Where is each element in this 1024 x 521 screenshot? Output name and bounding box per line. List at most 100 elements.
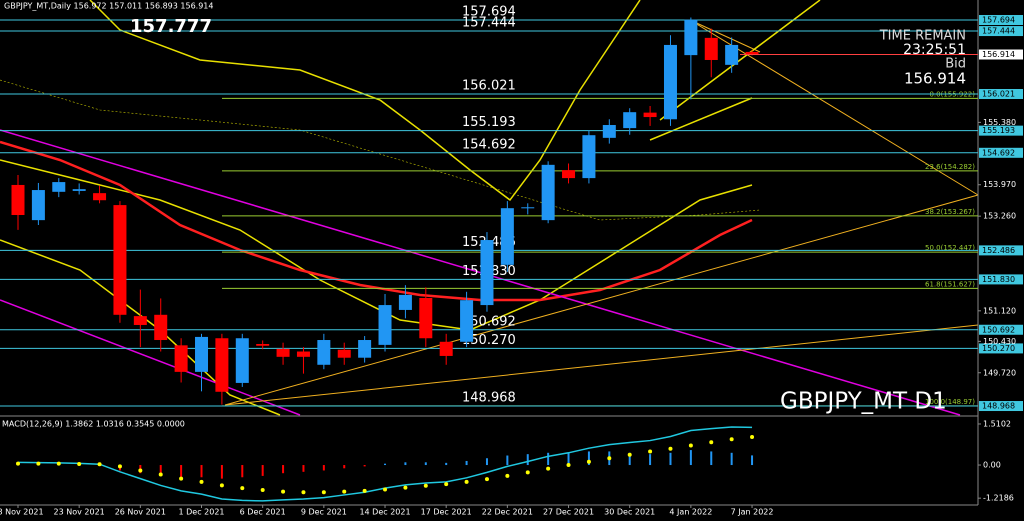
fib-label: 38.2(153.267) (925, 208, 975, 216)
x-tick-label: 23 Nov 2021 (54, 508, 105, 517)
level-label: 154.692 (462, 137, 516, 152)
signal-dot (607, 456, 612, 461)
signal-dot (158, 472, 163, 477)
candle-body (500, 208, 514, 265)
candle-body (235, 338, 249, 383)
level-axis-box (979, 125, 1023, 136)
y-tick-label: 153.260 (983, 212, 1016, 221)
signal-dot (138, 468, 143, 473)
level-axis-label: 152.486 (982, 246, 1015, 255)
histogram-bar (343, 465, 346, 469)
candle-body (663, 44, 677, 120)
signal-dot (199, 479, 204, 484)
signal-dot (301, 490, 306, 495)
histogram-bar (587, 451, 590, 466)
histogram-bar (465, 460, 468, 466)
y-tick-label: 0.00 (983, 461, 1001, 470)
x-tick-label: 14 Dec 2021 (359, 508, 410, 517)
candle-body (256, 343, 270, 346)
level-label: 148.968 (462, 391, 516, 406)
histogram-bar (363, 465, 366, 467)
level-axis-box (979, 401, 1023, 412)
candle-body (31, 190, 45, 221)
histogram-bar (628, 452, 631, 466)
signal-dot (383, 487, 388, 492)
histogram-bar (424, 462, 427, 466)
x-tick-label: 6 Dec 2021 (240, 508, 286, 517)
y-tick-label: 150.430 (983, 337, 1016, 346)
signal-dot (16, 461, 20, 466)
signal-dot (668, 446, 673, 451)
candle-body (378, 305, 392, 345)
histogram-bar (730, 452, 733, 466)
level-axis-label: 150.692 (982, 325, 1015, 334)
candle-body (11, 184, 25, 215)
signal-dot (709, 440, 714, 445)
bid-axis-label: 156.914 (982, 50, 1015, 59)
histogram-bar (200, 465, 203, 478)
signal-dot (179, 476, 184, 481)
histogram-bar (526, 454, 529, 466)
level-axis-label: 148.968 (982, 402, 1015, 411)
histogram-bar (404, 462, 407, 466)
y-tick-label: 1.5102 (983, 419, 1011, 428)
level-axis-label: 157.694 (982, 15, 1015, 24)
ichimoku-line (0, 79, 761, 221)
fib-label: 100.0(148.97) (925, 398, 975, 406)
macd-header: MACD(12,26,9) 1.3862 1.0316 0.3545 0.000… (2, 420, 185, 429)
candle-body (480, 240, 494, 306)
level-label: 156.021 (462, 79, 516, 94)
x-tick-label: 4 Jan 2022 (669, 508, 712, 517)
level-axis-box (979, 343, 1023, 354)
x-tick-label: 9 Dec 2021 (301, 508, 347, 517)
signal-dot (525, 470, 530, 475)
level-axis-box (979, 26, 1023, 37)
signal-dot (648, 449, 653, 454)
time-remain-label: TIME REMAIN (879, 29, 966, 44)
histogram-bar (220, 465, 223, 479)
signal-dot (97, 462, 102, 467)
candle-body (745, 51, 759, 55)
histogram-bar (261, 465, 264, 476)
signal-dot (240, 486, 245, 491)
signal-dot (566, 463, 571, 468)
level-axis-box (979, 245, 1023, 256)
signal-dot (729, 437, 734, 442)
x-tick-label: 30 Dec 2021 (604, 508, 655, 517)
signal-dot (444, 482, 449, 487)
candle-body (398, 294, 412, 310)
histogram-bar (547, 452, 550, 466)
candle-body (317, 340, 331, 365)
time-remain: 23:25:51 (903, 42, 966, 58)
histogram-bar (567, 452, 570, 466)
watermark: GBPJPY_MT D1 (780, 389, 947, 415)
level-label: 150.270 (462, 333, 516, 348)
candle-body (439, 341, 453, 356)
x-tick-label: 18 Nov 2021 (0, 508, 44, 517)
histogram-bar (282, 465, 285, 474)
candle-body (195, 336, 209, 372)
fib-label: 23.6(154.282) (925, 163, 975, 171)
signal-dot (117, 464, 122, 469)
level-axis-label: 150.270 (982, 344, 1015, 353)
candle-body (133, 316, 147, 325)
level-axis-box (979, 89, 1023, 100)
histogram-bar (485, 458, 488, 466)
candle-body (154, 314, 168, 341)
candle-body (52, 182, 66, 192)
histogram-bar (710, 451, 713, 466)
level-axis-box (979, 274, 1023, 285)
histogram-bar (302, 465, 305, 472)
x-tick-label: 26 Nov 2021 (115, 508, 166, 517)
signal-dot (750, 434, 755, 439)
signal-dot (219, 483, 224, 488)
candle-body (562, 170, 576, 179)
bollinger-upper (89, 0, 641, 202)
signal-dot (688, 443, 693, 448)
level-axis-label: 155.193 (982, 126, 1015, 135)
level-axis-box (979, 14, 1023, 25)
fib-label: 50.0(152.447) (925, 244, 975, 252)
signal-dot (260, 488, 265, 493)
histogram-bar (180, 465, 183, 478)
candle-body (419, 297, 433, 339)
